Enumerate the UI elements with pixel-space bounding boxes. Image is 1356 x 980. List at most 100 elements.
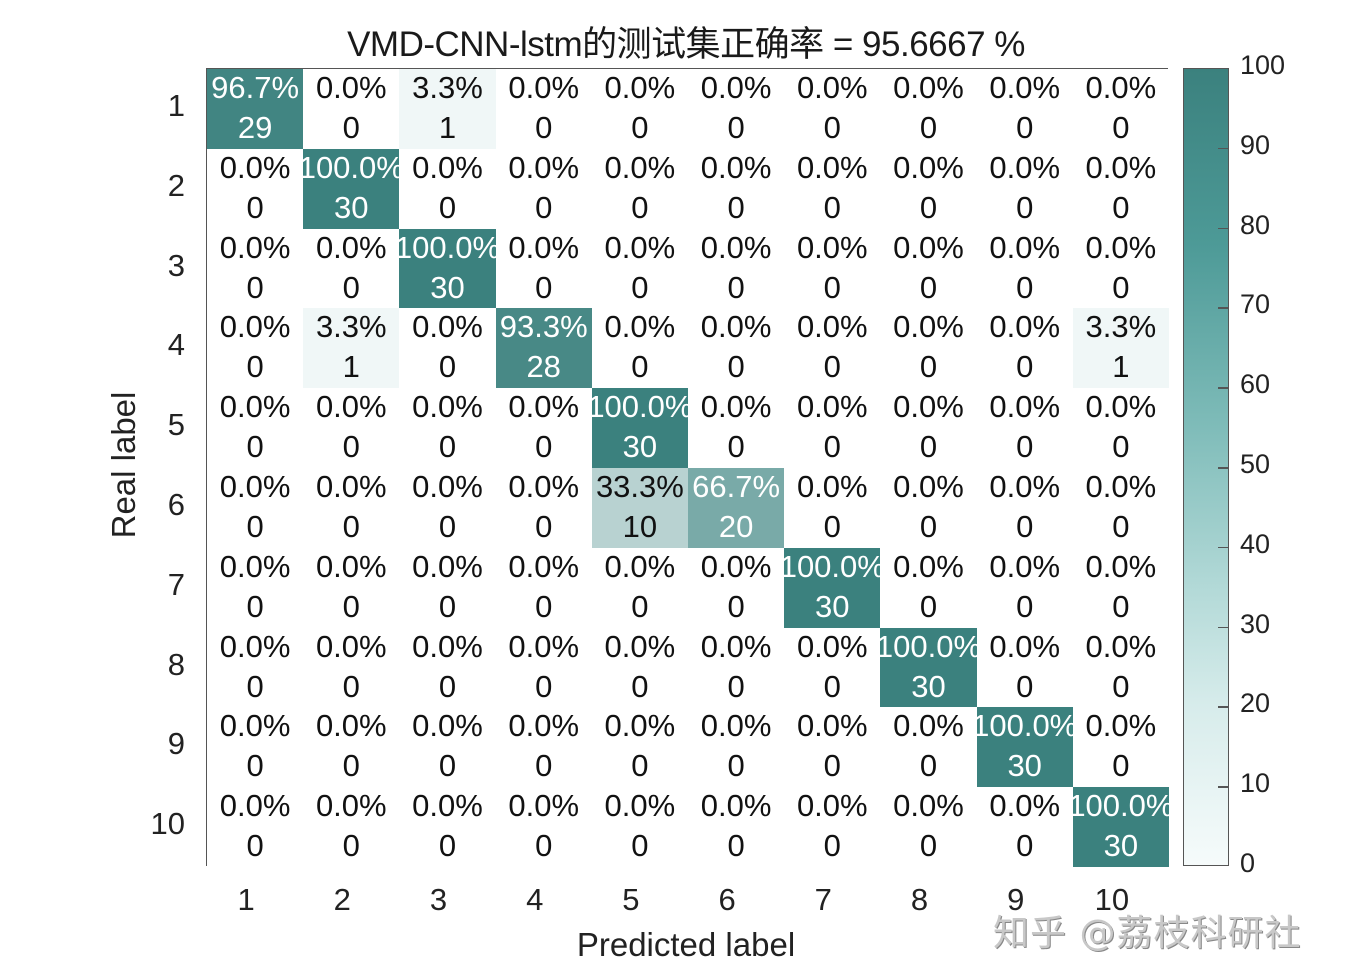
cell-percentage: 100.0% [1068,788,1174,824]
matrix-cell: 0.0% 0 [303,69,400,149]
cell-percentage: 0.0% [219,628,291,664]
cell-count: 30 [1103,828,1139,864]
colorbar-tick-label: 20 [1240,688,1271,719]
cell-percentage: 0.0% [989,149,1061,185]
matrix-cell: 0.0% 0 [207,547,304,628]
cell-percentage: 0.0% [893,309,964,345]
cell-count: 0 [727,429,745,465]
cell-percentage: 0.0% [700,149,772,185]
cell-count: 0 [823,748,841,784]
cell-percentage: 100.0% [875,628,982,664]
matrix-cell: 0.0% 0 [591,148,688,229]
matrix-cell: 0.0% 0 [303,547,400,628]
matrix-cell: 0.0% 0 [495,627,592,708]
cell-count: 0 [631,828,649,864]
matrix-cell: 0.0% 0 [399,707,496,788]
matrix-cell: 96.7% 29 [207,69,304,149]
matrix-cell: 100.0% 30 [299,148,404,229]
matrix-cell: 100.0% 30 [1068,787,1173,867]
cell-count: 0 [823,828,841,864]
matrix-cell: 0.0% 0 [880,148,977,229]
matrix-cell: 0.0% 0 [688,787,785,867]
matrix-cell: 0.0% 0 [495,69,592,149]
cell-count: 0 [727,828,745,864]
cell-percentage: 0.0% [796,70,868,105]
colorbar-tick-label: 100 [1240,50,1286,80]
cell-count: 0 [1016,349,1034,385]
cell-percentage: 0.0% [412,389,483,425]
cell-percentage: 0.0% [700,229,772,265]
cell-count: 0 [919,349,938,385]
cell-percentage: 0.0% [508,548,580,584]
matrix-cell: 0.0% 0 [976,468,1073,548]
x-tick-label: 7 [814,882,832,917]
cell-count: 0 [1112,269,1130,305]
cell-count: 20 [718,509,754,544]
chart-title: VMD-CNN-lstm的测试集正确率 = 95.6667 % [347,25,1025,64]
cell-count: 0 [438,668,457,704]
matrix-cell: 0.0% 0 [495,707,592,788]
matrix-cell: 0.0% 0 [688,388,785,468]
colorbar-tick-mark [1218,387,1228,389]
cell-percentage: 0.0% [796,149,868,185]
cell-count: 0 [438,349,457,385]
cell-percentage: 0.0% [412,628,483,664]
cell-count: 0 [823,509,841,544]
matrix-cell: 0.0% 0 [976,787,1073,867]
cell-count: 30 [622,429,658,465]
cell-percentage: 0.0% [412,309,483,345]
matrix-cell: 100.0% 30 [587,388,692,468]
colorbar-tick-mark [1218,147,1228,150]
cell-count: 10 [622,509,658,544]
matrix-cell: 0.0% 0 [688,627,785,708]
matrix-cell: 0.0% 0 [399,547,496,628]
x-tick-label: 3 [429,882,448,917]
cell-count: 0 [342,110,360,145]
cell-percentage: 0.0% [1085,149,1157,185]
cell-percentage: 0.0% [989,788,1061,824]
cell-count: 0 [342,588,360,624]
y-tick-label: 9 [167,726,185,762]
cell-count: 0 [1112,588,1130,624]
matrix-cell: 0.0% 0 [399,627,496,708]
cell-count: 0 [342,748,360,784]
matrix-cell: 0.0% 0 [880,69,977,149]
colorbar-tick-label: 40 [1240,528,1271,559]
cell-count: 0 [919,189,938,225]
cell-percentage: 33.3% [595,469,684,504]
y-tick-label: 4 [167,327,185,363]
cell-count: 0 [246,748,264,784]
cell-percentage: 0.0% [893,469,964,504]
matrix-cell: 0.0% 0 [495,547,592,628]
cell-count: 29 [237,110,273,145]
cell-percentage: 0.0% [700,309,772,345]
matrix-cell: 0.0% 0 [207,707,304,788]
cell-percentage: 0.0% [893,389,964,425]
matrix-cell: 0.0% 0 [591,69,688,149]
matrix-cell: 0.0% 0 [303,787,400,867]
cell-count: 0 [246,509,264,544]
matrix-cell: 0.0% 0 [303,468,400,548]
cell-count: 30 [430,269,465,305]
cell-percentage: 0.0% [604,628,676,664]
matrix-cell: 0.0% 0 [207,468,304,548]
cell-count: 0 [342,429,360,465]
cell-count: 0 [438,828,457,864]
y-tick-label: 7 [167,566,185,602]
x-tick-label: 1 [237,882,255,917]
cell-count: 0 [919,588,938,624]
colorbar-tick-label: 70 [1240,289,1271,320]
cell-percentage: 0.0% [893,548,964,584]
cell-percentage: 0.0% [604,708,676,744]
matrix-cell: 0.0% 0 [880,468,977,548]
matrix-cell: 0.0% 0 [1072,468,1169,548]
colorbar-tick-label: 50 [1240,449,1271,479]
cell-percentage: 100.0% [779,548,885,584]
matrix-cell: 66.7% 20 [688,468,785,548]
cell-count: 0 [342,509,360,544]
cell-percentage: 100.0% [394,229,501,265]
cell-count: 0 [727,269,745,305]
cell-count: 0 [1112,429,1130,465]
cell-count: 0 [246,828,264,864]
y-tick-label: 1 [167,87,185,123]
